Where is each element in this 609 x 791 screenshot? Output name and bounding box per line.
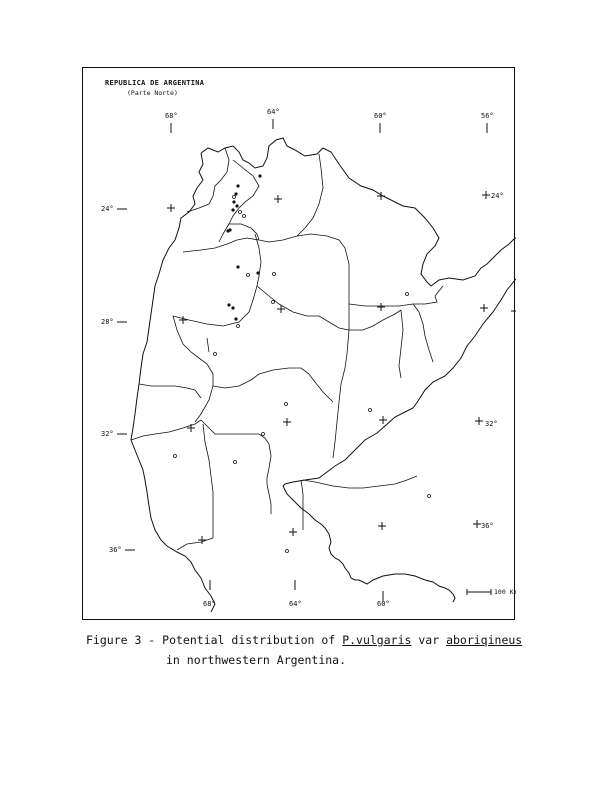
lon-top-60: 60°	[374, 112, 387, 120]
lat-right-32: 32°	[485, 420, 498, 428]
province-boundaries	[130, 147, 444, 551]
lat-left-36: 36°	[109, 546, 122, 554]
latitude-labels-left: 24° 28° 32° 36°	[101, 205, 135, 554]
longitude-labels-bottom: 68° 64° 60°	[203, 580, 390, 608]
grid-crosses	[167, 191, 490, 544]
lat-left-24: 24°	[101, 205, 114, 213]
lon-top-56: 56°	[481, 112, 494, 120]
scale-label: 100 Km	[494, 588, 516, 596]
lon-bottom-64: 64°	[289, 600, 302, 608]
occurrence-points-open	[173, 195, 431, 553]
caption-prefix: Figure 3 - Potential distribution of	[86, 633, 343, 647]
map-subtitle: (Parte Norte)	[127, 89, 178, 97]
country-outline	[200, 137, 516, 603]
lat-right-36: 36°	[481, 522, 494, 530]
latitude-labels-right: 24° 28° 32° 36°	[481, 192, 516, 530]
lon-bottom-60: 60°	[377, 600, 390, 608]
lat-left-32: 32°	[101, 430, 114, 438]
map-title: REPUBLICA DE ARGENTINA	[105, 79, 205, 87]
caption-line-1: Figure 3 - Potential distribution of P.v…	[86, 630, 566, 650]
figure-caption: Figure 3 - Potential distribution of P.v…	[86, 630, 566, 670]
caption-line-2: in northwestern Argentina.	[166, 653, 347, 667]
caption-variety: aboriqineus	[446, 633, 523, 647]
caption-species: P.vulgaris	[342, 633, 412, 647]
argentina-map: 68° 64° 60° 56° 24° 28° 32° 36° 24° 28°	[101, 108, 516, 613]
lat-left-28: 28°	[101, 318, 114, 326]
lat-right-24: 24°	[491, 192, 504, 200]
map-frame: REPUBLICA DE ARGENTINA (Parte Norte) 68°…	[82, 67, 516, 620]
lon-top-68: 68°	[165, 112, 178, 120]
caption-middle: var	[411, 633, 447, 647]
lon-bottom-68: 68°	[203, 600, 216, 608]
occurrence-points-filled	[226, 174, 262, 321]
lon-top-64: 64°	[267, 108, 280, 116]
longitude-labels-top: 68° 64° 60° 56°	[165, 108, 494, 133]
scale-bar: 100 Km	[466, 588, 516, 596]
